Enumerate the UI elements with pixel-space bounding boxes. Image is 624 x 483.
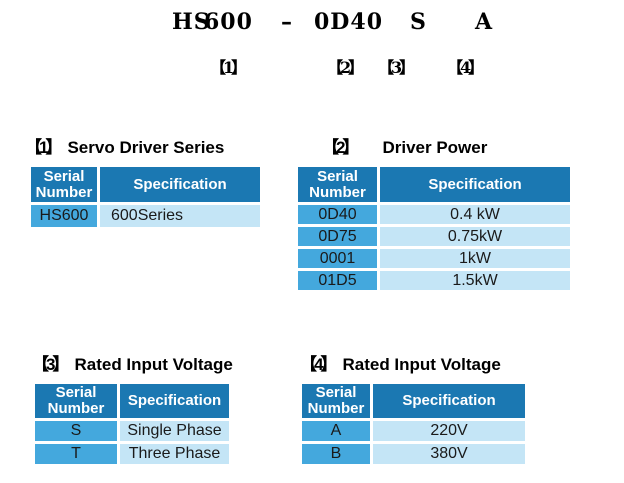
model-voltage-code: A: [475, 9, 494, 35]
table2-spec-0: 0.4 kW: [380, 205, 570, 224]
model-separator-dash: –: [281, 9, 293, 35]
table2-spec-3: 1.5kW: [380, 271, 570, 290]
table4-header-specification: Specification: [373, 384, 525, 418]
table1-header-specification: Specification: [100, 167, 260, 202]
section-heading-servo-driver-series: 【1】 Servo Driver Series: [25, 133, 224, 158]
header-serial-line1: Serial: [55, 384, 97, 401]
marker-1: 【1】: [210, 58, 247, 77]
table-row: B 380V: [302, 444, 525, 464]
table-servo-driver-series: Serial Number Specification HS600 600Seri…: [28, 164, 263, 230]
table-row: 0D75 0.75kW: [298, 227, 570, 246]
table-row: A 220V: [302, 421, 525, 441]
marker-4: 【4】: [447, 58, 484, 77]
table3-spec-1: Three Phase: [120, 444, 229, 464]
heading-4-title: Rated Input Voltage: [342, 355, 501, 374]
table-row: 0D40 0.4 kW: [298, 205, 570, 224]
table2-header-specification: Specification: [380, 167, 570, 202]
table-row: 0001 1kW: [298, 249, 570, 268]
header-serial-line1: Serial: [315, 384, 357, 401]
table-row: T Three Phase: [35, 444, 229, 464]
table-rated-input-voltage-phase: Serial Number Specification S Single Phas…: [32, 381, 232, 467]
heading-2-bracket: 【2】: [322, 138, 360, 157]
table-row: HS600 600Series: [31, 205, 260, 227]
table1-header-serial-number: Serial Number: [31, 167, 97, 202]
table2-serial-3: 01D5: [298, 271, 377, 290]
table4-spec-1: 380V: [373, 444, 525, 464]
table-header-row: Serial Number Specification: [31, 167, 260, 202]
header-serial-line2: Number: [307, 400, 365, 417]
table3-spec-0: Single Phase: [120, 421, 229, 441]
model-phase-code: S: [410, 9, 427, 35]
heading-2-title: Driver Power: [382, 138, 488, 157]
header-serial-line2: Number: [47, 400, 105, 417]
heading-4-bracket: 【4】: [300, 355, 338, 374]
table3-header-serial-number: Serial Number: [35, 384, 117, 418]
table-row: 01D5 1.5kW: [298, 271, 570, 290]
table2-header-serial-number: Serial Number: [298, 167, 377, 202]
table4-header-serial-number: Serial Number: [302, 384, 370, 418]
model-power-code: 0D40: [314, 9, 384, 35]
table-rated-input-voltage-level: Serial Number Specification A 220V B 380V: [299, 381, 528, 467]
table4-serial-1: B: [302, 444, 370, 464]
header-serial-line1: Serial: [43, 167, 85, 185]
heading-3-bracket: 【3】: [32, 355, 70, 374]
table-row: S Single Phase: [35, 421, 229, 441]
table4-spec-0: 220V: [373, 421, 525, 441]
section-heading-rated-input-voltage-3: 【3】 Rated Input Voltage: [32, 350, 233, 375]
heading-1-bracket: 【1】: [25, 138, 63, 157]
table1-spec-0: 600Series: [100, 205, 260, 227]
table2-spec-2: 1kW: [380, 249, 570, 268]
section-heading-rated-input-voltage-4: 【4】 Rated Input Voltage: [300, 350, 501, 375]
table-header-row: Serial Number Specification: [302, 384, 525, 418]
table-header-row: Serial Number Specification: [298, 167, 570, 202]
table2-spec-1: 0.75kW: [380, 227, 570, 246]
model-series-number: 600: [204, 9, 253, 35]
table2-serial-2: 0001: [298, 249, 377, 268]
section-heading-driver-power: 【2】 Driver Power: [322, 133, 487, 158]
marker-3: 【3】: [378, 58, 415, 77]
header-serial-line2: Number: [309, 183, 366, 201]
marker-2: 【2】: [327, 58, 364, 77]
heading-3-title: Rated Input Voltage: [74, 355, 233, 374]
table1-serial-0: HS600: [31, 205, 97, 227]
header-serial-line1: Serial: [317, 167, 358, 185]
heading-1-title: Servo Driver Series: [67, 138, 225, 157]
table3-serial-0: S: [35, 421, 117, 441]
table2-serial-1: 0D75: [298, 227, 377, 246]
table3-serial-1: T: [35, 444, 117, 464]
table3-header-specification: Specification: [120, 384, 229, 418]
table-driver-power: Serial Number Specification 0D40 0.4 kW 0…: [295, 164, 573, 293]
model-series-prefix: HS: [172, 9, 211, 35]
table2-serial-0: 0D40: [298, 205, 377, 224]
header-serial-line2: Number: [35, 183, 93, 201]
table4-serial-0: A: [302, 421, 370, 441]
table-header-row: Serial Number Specification: [35, 384, 229, 418]
